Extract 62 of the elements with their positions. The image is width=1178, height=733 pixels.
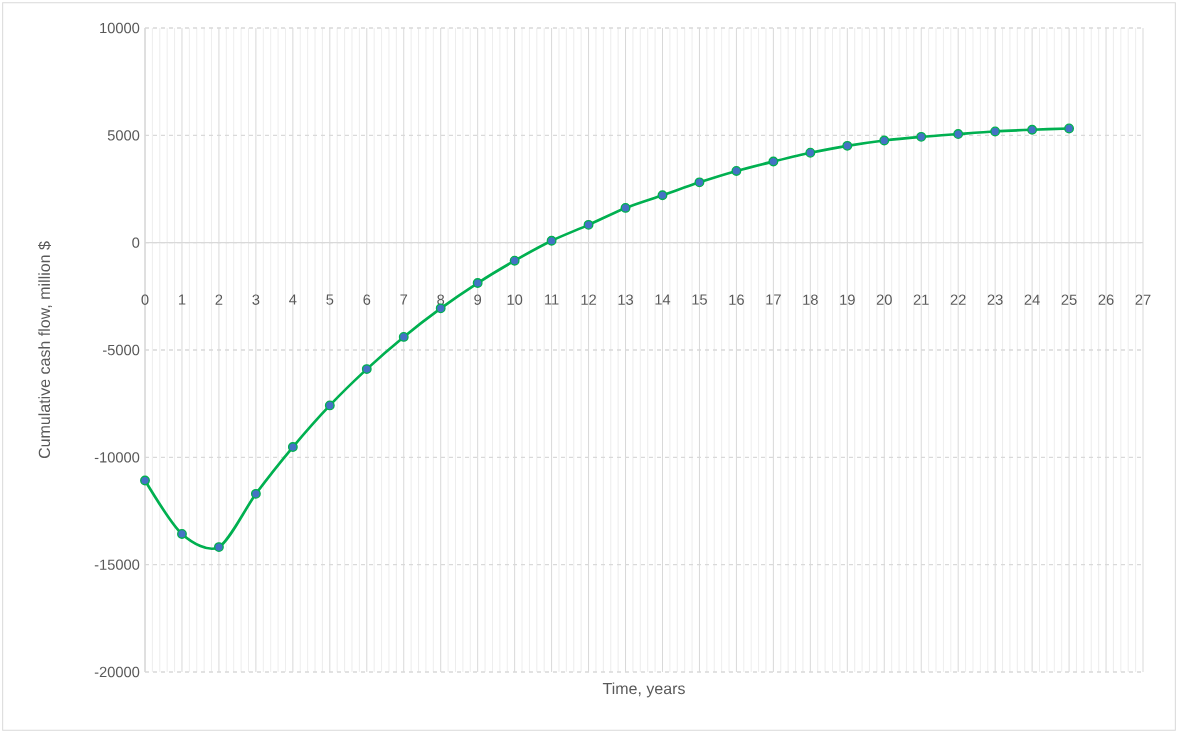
x-tick-label: 27 [1135, 294, 1151, 305]
point [287, 442, 298, 452]
point [879, 135, 890, 146]
x-tick-label: 21 [913, 294, 929, 305]
point [694, 177, 705, 188]
point [768, 156, 779, 167]
point [1064, 123, 1075, 134]
x-tick-label: 5 [326, 294, 334, 305]
x-tick-label: 7 [400, 294, 408, 305]
point [398, 331, 409, 342]
x-tick-label: 16 [729, 294, 744, 305]
x-tick-label: 0 [141, 294, 149, 305]
point [916, 131, 927, 142]
point [620, 202, 631, 213]
point [472, 278, 483, 288]
y-tick-label: -15000 [94, 559, 140, 570]
x-tick-label: 14 [655, 294, 671, 305]
point [140, 475, 150, 486]
x-tick-label: 1 [179, 294, 186, 305]
x-axis-title: Time, years [602, 682, 685, 698]
y-tick-label: 0 [132, 237, 140, 248]
point [177, 529, 187, 539]
x-tick-label: 15 [692, 294, 707, 305]
x-tick-label: 20 [876, 294, 892, 305]
x-tick-label: 19 [840, 294, 855, 305]
point [324, 400, 335, 411]
x-tick-label: 24 [1024, 294, 1040, 305]
x-tick-label: 25 [1061, 294, 1077, 305]
point [435, 303, 446, 314]
x-tick-label: 11 [545, 294, 559, 305]
point [1027, 124, 1038, 135]
point [583, 219, 594, 230]
x-tick-label: 13 [618, 294, 634, 305]
x-tick-label: 2 [215, 294, 223, 305]
x-tick-label: 6 [363, 294, 371, 305]
y-tick-label: -10000 [94, 452, 140, 463]
x-tick-label: 10 [507, 294, 523, 305]
x-tick-label: 3 [252, 294, 260, 305]
x-tick-label: 12 [581, 294, 596, 305]
point [361, 364, 372, 375]
x-tick-label: 22 [950, 294, 966, 305]
y-axis-title: Cumulative cash flow, million $ [38, 241, 52, 459]
point [509, 255, 520, 266]
point [842, 140, 853, 151]
x-tick-label: 4 [289, 294, 297, 305]
x-tick-label: 26 [1098, 294, 1114, 305]
point [805, 147, 816, 158]
point [731, 166, 742, 176]
y-tick-label: 10000 [100, 22, 140, 34]
point [213, 542, 224, 552]
x-tick-label: 18 [803, 294, 818, 305]
point [657, 190, 668, 201]
point [990, 126, 1001, 137]
y-tick-label: -5000 [102, 344, 140, 356]
y-tick-label: 5000 [107, 130, 140, 141]
x-tick-label: 17 [766, 294, 781, 305]
x-tick-label: 9 [474, 294, 482, 305]
x-tick-label: 23 [987, 294, 1003, 305]
y-tick-label: -20000 [94, 666, 140, 678]
point [546, 235, 557, 246]
point [953, 129, 964, 139]
point [250, 488, 261, 499]
